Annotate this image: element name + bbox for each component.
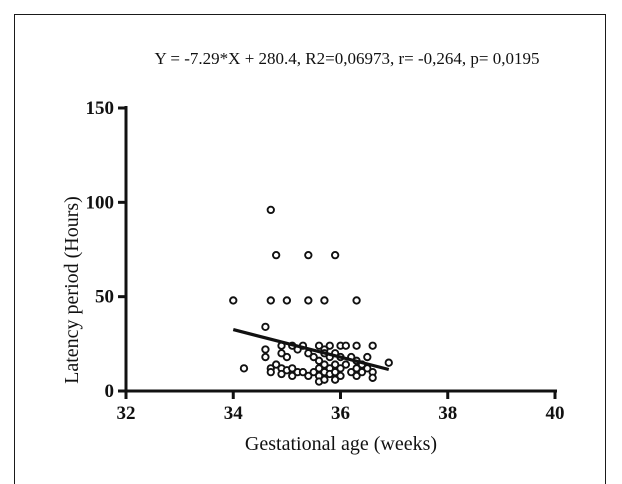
figure-frame	[14, 14, 606, 484]
data-point	[330, 360, 340, 369]
data-point	[304, 371, 313, 381]
data-point	[347, 367, 356, 377]
y-tick-label: 0	[105, 381, 115, 402]
data-point	[341, 341, 351, 350]
data-point	[314, 356, 324, 365]
data-point	[266, 205, 275, 215]
data-point	[320, 296, 329, 305]
data-point	[314, 341, 324, 350]
data-point	[277, 349, 286, 358]
data-point	[298, 367, 308, 377]
data-point	[330, 375, 340, 384]
x-tick-label: 34	[224, 403, 244, 424]
data-point	[239, 364, 249, 373]
data-point	[320, 375, 329, 384]
data-point	[271, 360, 281, 369]
chart-title: Y = -7.29*X + 280.4, R2=0,06973, r= -0,2…	[155, 49, 540, 68]
data-point	[325, 341, 334, 350]
y-tick-label: 50	[95, 287, 114, 308]
data-point	[261, 345, 270, 354]
data-point	[266, 296, 275, 305]
data-point	[304, 251, 313, 260]
x-tick-label: 32	[117, 403, 136, 424]
y-tick-label: 150	[86, 98, 115, 119]
regression-layer	[232, 328, 390, 372]
data-point	[352, 364, 361, 373]
data-point	[384, 358, 393, 367]
data-point	[271, 251, 281, 260]
data-point	[336, 371, 345, 381]
data-point	[314, 364, 324, 373]
data-point	[282, 296, 292, 305]
data-point	[229, 296, 238, 305]
data-point	[261, 322, 270, 332]
data-point	[309, 352, 318, 362]
x-tick-label: 38	[438, 403, 457, 424]
data-point	[357, 367, 367, 377]
ticks-layer: 0 50 100 150 32 34 36 38 40	[86, 98, 565, 424]
regression-line	[232, 328, 390, 372]
y-tick-label: 100	[86, 192, 115, 213]
data-point	[330, 251, 340, 260]
x-tick-label: 36	[331, 403, 350, 424]
data-point	[282, 352, 292, 362]
data-point	[266, 367, 275, 377]
x-axis-label: Gestational age (weeks)	[245, 433, 437, 455]
data-point	[330, 367, 340, 377]
data-point	[309, 367, 318, 377]
data-point	[320, 360, 329, 369]
data-point	[261, 352, 270, 362]
data-point	[288, 371, 297, 381]
data-point	[363, 352, 372, 362]
points-layer	[229, 205, 393, 386]
data-point	[336, 364, 345, 373]
data-point	[368, 341, 377, 350]
data-point	[304, 296, 313, 305]
data-point	[288, 364, 297, 373]
data-point	[352, 341, 361, 350]
data-point	[352, 371, 361, 381]
data-point	[352, 296, 361, 305]
data-point	[368, 373, 377, 382]
y-axis-label: Latency period (Hours)	[61, 196, 83, 384]
data-point	[277, 369, 286, 379]
data-point	[341, 360, 351, 369]
x-tick-label: 40	[546, 403, 565, 424]
